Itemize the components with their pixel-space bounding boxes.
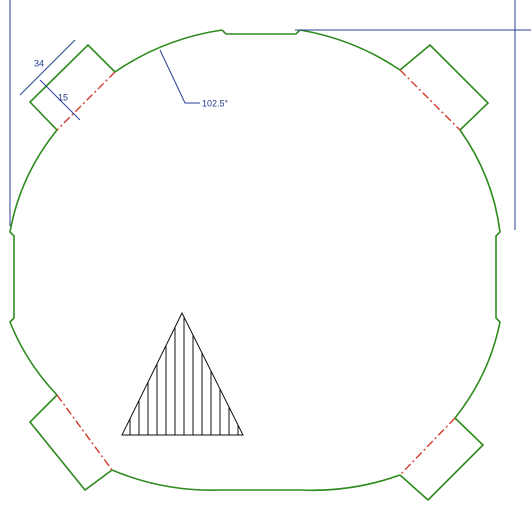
dimension-label: 102.5° bbox=[202, 98, 229, 108]
leader bbox=[159, 49, 200, 104]
tab-chord bbox=[399, 417, 456, 476]
outline bbox=[9, 29, 501, 492]
dimension-line bbox=[39, 79, 81, 121]
tab bbox=[28, 43, 116, 131]
tab bbox=[399, 417, 485, 502]
dimension-label: 34 bbox=[34, 58, 44, 68]
dimension-label: 15 bbox=[58, 92, 68, 102]
tab-chord bbox=[399, 69, 461, 131]
tab-chord bbox=[56, 394, 113, 471]
triangle bbox=[121, 311, 244, 436]
tab-chord bbox=[56, 71, 116, 131]
dimension-line bbox=[19, 39, 76, 96]
tab bbox=[28, 394, 113, 492]
top-notch bbox=[221, 29, 301, 35]
tab bbox=[399, 43, 490, 131]
hatching bbox=[129, 317, 239, 435]
